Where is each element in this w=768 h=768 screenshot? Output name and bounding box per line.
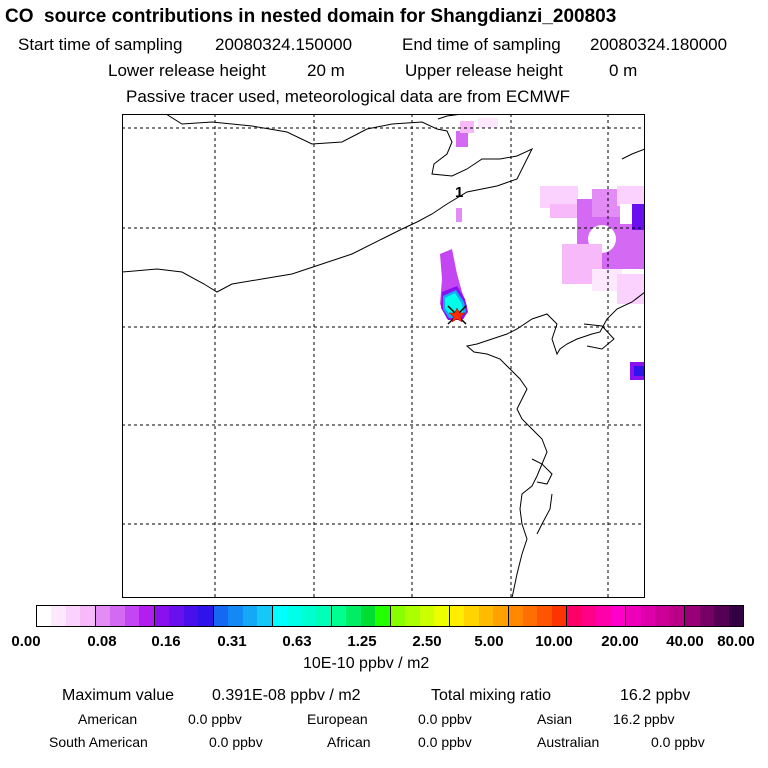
- map-frame: [122, 114, 645, 598]
- south-american-value: 0.0 ppbv: [209, 734, 263, 750]
- colorbar-swatch: [213, 606, 229, 626]
- colorbar-tick: 10.00: [535, 633, 573, 650]
- colorbar-swatch: [139, 606, 155, 626]
- upper-height-label: Upper release height: [405, 61, 563, 80]
- max-value-label: Maximum value: [62, 687, 175, 704]
- asian-value: 16.2 ppbv: [613, 711, 675, 727]
- european-label: European: [307, 711, 368, 727]
- colorbar-swatch: [596, 606, 611, 626]
- tracer-note: Passive tracer used, meteorological data…: [126, 87, 571, 106]
- colorbar-swatch: [464, 606, 479, 626]
- european-value: 0.0 ppbv: [418, 711, 472, 727]
- colorbar-tick: 0.31: [217, 633, 247, 650]
- coastline: [122, 114, 645, 598]
- colorbar-swatch: [610, 606, 627, 626]
- lower-height-label: Lower release height: [108, 61, 266, 80]
- colorbar-tick: 0.00: [11, 633, 41, 650]
- colorbar-tick: 40.00: [666, 633, 704, 650]
- colorbar-swatch: [124, 606, 140, 626]
- colorbar-swatch: [449, 606, 465, 626]
- colorbar-swatch: [346, 606, 361, 626]
- colorbar-swatch: [434, 606, 450, 626]
- total-mixing-label: Total mixing ratio: [431, 687, 552, 704]
- colorbar-swatch: [183, 606, 199, 626]
- lower-height-value: 20 m: [307, 61, 345, 80]
- colorbar-swatch: [493, 606, 509, 626]
- colorbar-swatch: [419, 606, 435, 626]
- colorbar-swatch: [110, 606, 125, 626]
- african-value: 0.0 ppbv: [418, 734, 472, 750]
- total-mixing-value: 16.2 ppbv: [620, 687, 691, 704]
- start-time-value: 20080324.150000: [215, 35, 353, 54]
- colorbar-swatch: [669, 606, 686, 626]
- colorbar-swatch: [728, 606, 744, 626]
- colorbar-swatch: [567, 606, 582, 626]
- lat-lon-grid: [122, 114, 645, 598]
- colorbar-swatch: [316, 606, 332, 626]
- colorbar-swatch: [65, 606, 81, 626]
- colorbar-units: 10E-10 ppbv / m2: [303, 655, 430, 672]
- american-label: American: [78, 711, 138, 727]
- map-label-1: 1: [455, 184, 463, 201]
- colorbar-swatch: [405, 606, 420, 626]
- asian-label: Asian: [537, 711, 573, 727]
- colorbar-swatch: [714, 606, 729, 626]
- colorbar-swatch: [80, 606, 96, 626]
- colorbar-swatch: [685, 606, 700, 626]
- colorbar-swatch: [51, 606, 66, 626]
- australian-value: 0.0 ppbv: [651, 734, 705, 750]
- south-american-label: South American: [49, 734, 148, 750]
- colorbar-swatch: [537, 606, 552, 626]
- colorbar-swatch: [551, 606, 568, 626]
- colorbar-tick: 0.16: [151, 633, 181, 650]
- max-value: 0.391E-08 ppbv / m2: [212, 687, 361, 704]
- end-time-value: 20080324.180000: [590, 35, 728, 54]
- upper-height-value: 0 m: [609, 61, 638, 80]
- receptor-marker: [447, 305, 467, 325]
- end-time-label: End time of sampling: [402, 35, 561, 54]
- colorbar-swatch: [287, 606, 302, 626]
- colorbar-swatch: [522, 606, 538, 626]
- colorbar-swatch: [228, 606, 243, 626]
- colorbar-swatch: [626, 606, 641, 626]
- source-contribution-map: 1: [122, 114, 645, 598]
- colorbar-swatch: [508, 606, 523, 626]
- colorbar-tick: 20.00: [601, 633, 639, 650]
- colorbar-swatch: [375, 606, 391, 626]
- african-label: African: [327, 734, 371, 750]
- colorbar-swatch: [655, 606, 670, 626]
- colorbar-swatch: [301, 606, 317, 626]
- concentration-field: [440, 118, 645, 380]
- colorbar-swatch: [581, 606, 597, 626]
- colorbar-tick: 2.50: [412, 633, 442, 650]
- american-value: 0.0 ppbv: [188, 711, 242, 727]
- colorbar-tick: 80.00: [717, 633, 755, 650]
- colorbar: [36, 605, 744, 627]
- colorbar-tick: 5.00: [474, 633, 504, 650]
- colorbar-swatch: [198, 606, 214, 626]
- plot-title: CO source contributions in nested domain…: [5, 6, 617, 27]
- australian-label: Australian: [537, 734, 600, 750]
- colorbar-swatch: [331, 606, 347, 626]
- colorbar-swatch: [640, 606, 656, 626]
- colorbar-tick: 0.08: [87, 633, 117, 650]
- colorbar-swatch: [154, 606, 170, 626]
- colorbar-swatch: [390, 606, 406, 626]
- colorbar-swatch: [257, 606, 273, 626]
- colorbar-swatch: [95, 606, 111, 626]
- colorbar-swatch: [272, 606, 288, 626]
- colorbar-swatch: [478, 606, 494, 626]
- colorbar-swatch: [699, 606, 715, 626]
- colorbar-swatch: [169, 606, 184, 626]
- colorbar-tick: 1.25: [347, 633, 377, 650]
- start-time-label: Start time of sampling: [18, 35, 183, 54]
- colorbar-swatch: [242, 606, 258, 626]
- colorbar-tick: 0.63: [282, 633, 312, 650]
- colorbar-swatch: [360, 606, 376, 626]
- colorbar-swatch: [37, 606, 52, 626]
